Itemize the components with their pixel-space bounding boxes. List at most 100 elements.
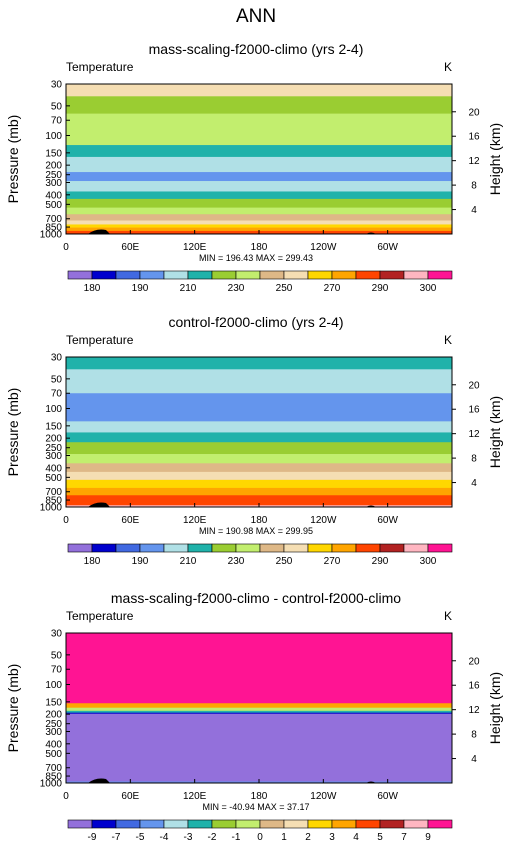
x-tick-label: 180 — [251, 515, 268, 526]
band — [66, 712, 452, 715]
y-tick-label: 300 — [45, 451, 62, 462]
band — [66, 181, 452, 192]
panel-title: control-f2000-climo (yrs 2-4) — [168, 314, 343, 330]
colorbar-swatch — [355, 270, 381, 280]
colorbar-swatch — [403, 543, 429, 553]
band — [66, 495, 452, 506]
x-tick-label: 120W — [310, 242, 337, 253]
height-tick-label: 4 — [471, 478, 477, 489]
x-tick-label: 60E — [121, 515, 139, 526]
y-tick-label: 250 — [45, 719, 62, 730]
band — [66, 113, 452, 146]
panel-1: mass-scaling-f2000-climo (yrs 2-4) Temper… — [5, 41, 503, 294]
colorbar-swatch — [355, 543, 381, 553]
height-tick-label: 8 — [471, 181, 477, 192]
colorbar-swatch — [187, 270, 213, 280]
colorbar-label: 0 — [257, 832, 263, 843]
band — [66, 454, 452, 464]
colorbar-label: 270 — [324, 556, 341, 567]
y-tick-label: 30 — [51, 80, 63, 91]
band — [66, 156, 452, 173]
x-tick-label: 60W — [377, 515, 398, 526]
topography — [88, 502, 110, 507]
y-tick-label: 400 — [45, 190, 62, 201]
band — [66, 145, 452, 158]
colorbar-swatch — [91, 270, 117, 280]
colorbar-swatch — [307, 543, 333, 553]
y-tick-label: 1000 — [40, 230, 63, 241]
colorbar-label: 2 — [305, 832, 311, 843]
y-tick-label: 70 — [51, 389, 63, 400]
colorbar-swatch — [163, 270, 189, 280]
colorbar-swatch — [91, 543, 117, 553]
x-tick-label: 120E — [183, 791, 207, 802]
band — [66, 471, 452, 481]
band — [66, 84, 452, 97]
y-tick-label: 200 — [45, 434, 62, 445]
height-tick-label: 12 — [468, 429, 480, 440]
band — [66, 713, 452, 782]
colorbar-swatch — [91, 819, 117, 829]
colorbar-swatch — [67, 543, 93, 553]
colorbar-swatch — [259, 270, 285, 280]
colorbar-swatch — [187, 819, 213, 829]
colorbar-swatch — [355, 819, 381, 829]
colorbar-label: 270 — [324, 283, 341, 294]
y-tick-label: 50 — [51, 101, 63, 112]
y-tick-label: 100 — [45, 131, 62, 142]
x-tick-label: 120W — [310, 791, 337, 802]
band — [66, 432, 452, 443]
colorbar-label: 4 — [353, 832, 359, 843]
units-label: K — [444, 609, 452, 623]
colorbar-swatch — [427, 819, 453, 829]
y-tick-label: 30 — [51, 629, 63, 640]
colorbar-label: -7 — [112, 832, 121, 843]
height-tick-label: 12 — [468, 156, 480, 167]
y-tick-label: 400 — [45, 739, 62, 750]
x-tick-label: 60W — [377, 242, 398, 253]
colorbar-swatch — [403, 819, 429, 829]
colorbar-label: 230 — [228, 283, 245, 294]
y-tick-label: 30 — [51, 353, 63, 364]
colorbar-label: 210 — [180, 556, 197, 567]
variable-label: Temperature — [66, 609, 134, 623]
colorbar-label: 250 — [276, 283, 293, 294]
colorbar-swatch — [139, 543, 165, 553]
height-tick-label: 12 — [468, 705, 480, 716]
y-tick-label: 200 — [45, 161, 62, 172]
height-tick-label: 4 — [471, 754, 477, 765]
variable-label: Temperature — [66, 60, 134, 74]
colorbar-label: 190 — [132, 556, 149, 567]
colorbar-swatch — [283, 270, 309, 280]
stats-label: MIN = 190.98 MAX = 299.95 — [199, 526, 313, 536]
figure-title: ANN — [236, 6, 276, 27]
height-tick-label: 20 — [468, 107, 480, 118]
colorbar-swatch — [115, 270, 141, 280]
colorbar-swatch — [331, 543, 357, 553]
height-axis-label: Height (km) — [487, 672, 503, 744]
colorbar-swatch — [379, 543, 405, 553]
band — [66, 207, 452, 215]
y-tick-label: 250 — [45, 443, 62, 454]
y-tick-label: 100 — [45, 680, 62, 691]
colorbar-label: 250 — [276, 556, 293, 567]
band — [66, 393, 452, 422]
band — [66, 633, 452, 704]
y-tick-label: 100 — [45, 404, 62, 415]
x-tick-label: 0 — [63, 242, 69, 253]
x-tick-label: 120E — [183, 515, 207, 526]
colorbar-label: 3 — [329, 832, 335, 843]
colorbar-swatch — [211, 270, 237, 280]
x-tick-label: 120W — [310, 515, 337, 526]
y-tick-label: 500 — [45, 749, 62, 760]
colorbar-swatch — [235, 543, 261, 553]
y-tick-label: 500 — [45, 200, 62, 211]
height-tick-label: 20 — [468, 656, 480, 667]
y-tick-label: 500 — [45, 473, 62, 484]
height-tick-label: 16 — [468, 681, 480, 692]
stats-label: MIN = -40.94 MAX = 37.17 — [202, 802, 309, 812]
y-tick-label: 250 — [45, 170, 62, 181]
colorbar-label: 9 — [425, 832, 431, 843]
colorbar-swatch — [139, 819, 165, 829]
